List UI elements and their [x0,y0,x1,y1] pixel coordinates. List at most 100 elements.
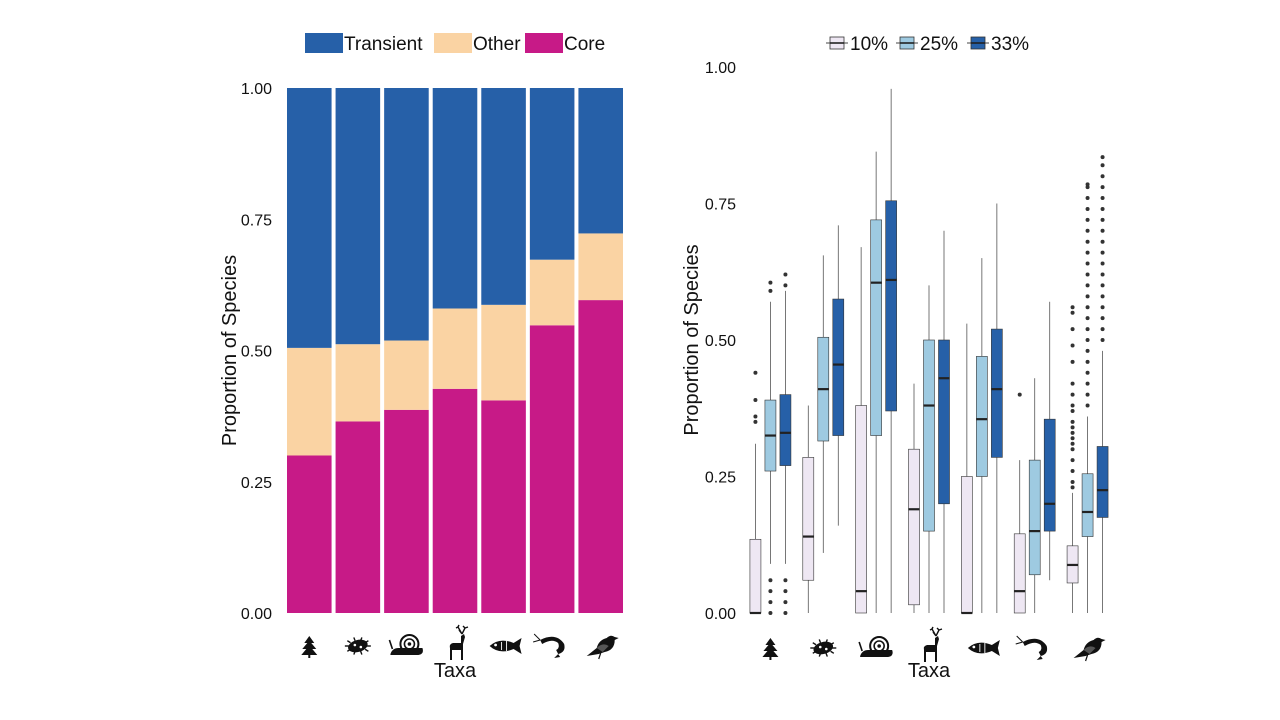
legend: Transient Other Core [305,33,605,55]
y-tick-label: 1.00 [241,81,272,98]
outlier-point [1070,343,1075,348]
box-25pct-snail [870,151,882,613]
shrimp-antennae [1015,635,1024,645]
outlier-point [783,589,788,594]
tree-shape [301,636,318,658]
outlier-point [753,419,758,424]
outlier-point [1070,441,1075,446]
box-iqr [832,298,845,436]
box-iqr [938,339,950,505]
outlier-point [1100,294,1105,299]
outlier-point [1085,370,1090,375]
fish-stripes [979,643,986,653]
fish-icon [489,638,522,654]
box-25pct-tree [764,280,777,615]
microbe-spot [818,645,822,649]
bar-core-microbe [335,421,381,613]
microbe-cilium [818,639,822,644]
outlier-point [1070,479,1075,484]
bar-core-tree [287,455,332,613]
box-iqr [870,219,882,436]
box-plot-chart: 0.00 0.25 0.50 0.75 1.00 Proportion of Specie… [681,34,1109,682]
box-iqr [802,457,815,581]
outlier-point [1100,261,1105,266]
y-tick-label: 0.75 [705,197,736,214]
box-10pct-deer [908,383,920,613]
bar-core-snail [384,409,429,613]
y-tick-label: 1.00 [705,60,736,77]
bar-transient-bird [578,88,623,234]
y-tick-label: 0.75 [241,212,272,229]
outlier-point [1085,338,1090,342]
bird-icon [1073,637,1106,662]
microbe-cilium [364,648,369,652]
outlier-point [768,589,773,594]
outlier-point [1085,250,1090,255]
box-25pct-deer [923,285,935,613]
microbe-body [348,639,368,653]
outlier-point [1085,196,1090,201]
outlier-point [768,280,773,285]
outlier-point [768,578,773,583]
outlier-point [1085,283,1090,288]
snail-shell-center [407,642,412,646]
outlier-point [783,272,788,277]
outlier-point [1070,430,1075,435]
microbe-cilium [364,640,369,644]
outlier-point [1100,283,1105,288]
legend-swatch [305,33,343,53]
box-33pct-microbe [832,225,845,526]
box-iqr [885,200,897,412]
microbe-cilium [812,642,817,646]
snail-tentacle [388,639,394,650]
legend-item-core: Core [525,33,605,55]
box-25pct-fish [976,258,988,613]
bar-transient-deer [432,88,478,309]
outlier-point [1070,381,1075,386]
outlier-point [1100,185,1105,190]
legend-label: 25% [920,34,958,55]
bar-core-deer [432,388,478,613]
box-10pct-shrimp [1013,392,1026,614]
box-iqr [1043,418,1056,532]
outlier-point [1070,359,1075,364]
outlier-point [1070,458,1075,463]
deer-body [449,634,465,660]
outlier-point [1100,196,1105,201]
snail-foot [860,650,893,657]
snail-icon [858,636,893,657]
box-iqr [779,394,792,466]
outlier-point [1085,206,1090,211]
legend-label: Core [564,34,605,55]
microbe-cilium [346,648,351,652]
outlier-point [1100,272,1105,277]
outlier-point [1100,316,1105,321]
deer-icon [923,626,943,662]
stacked-bar-chart: 0.00 0.25 0.50 0.75 1.00 Proportion of Specie… [219,33,623,682]
bar-other-snail [384,340,429,410]
outlier-point [1070,436,1075,441]
bar-core-shrimp [529,325,575,613]
outlier-point [1070,485,1075,490]
microbe-cilium [830,650,835,654]
outlier-point [1100,327,1105,332]
y-tick-label: 0.25 [705,470,736,487]
outlier-point [783,611,788,615]
snail-icon [388,634,423,655]
deer-body [923,636,939,662]
outlier-point [1085,359,1090,364]
outlier-point [1017,392,1022,397]
box-33pct-deer [938,230,950,613]
box-10pct-tree [749,370,762,615]
outlier-point [1070,327,1075,332]
fish-icon [967,640,1000,656]
outlier-point [1085,294,1090,299]
microbe-cilium [830,642,835,646]
fish-eye [972,645,976,649]
box-iqr [1081,473,1094,537]
microbe-cilium [825,652,828,657]
legend-item-25pct: 25% [896,34,958,55]
tree-shape [762,638,779,660]
outlier-point [1070,447,1075,452]
box-iqr [908,448,920,606]
